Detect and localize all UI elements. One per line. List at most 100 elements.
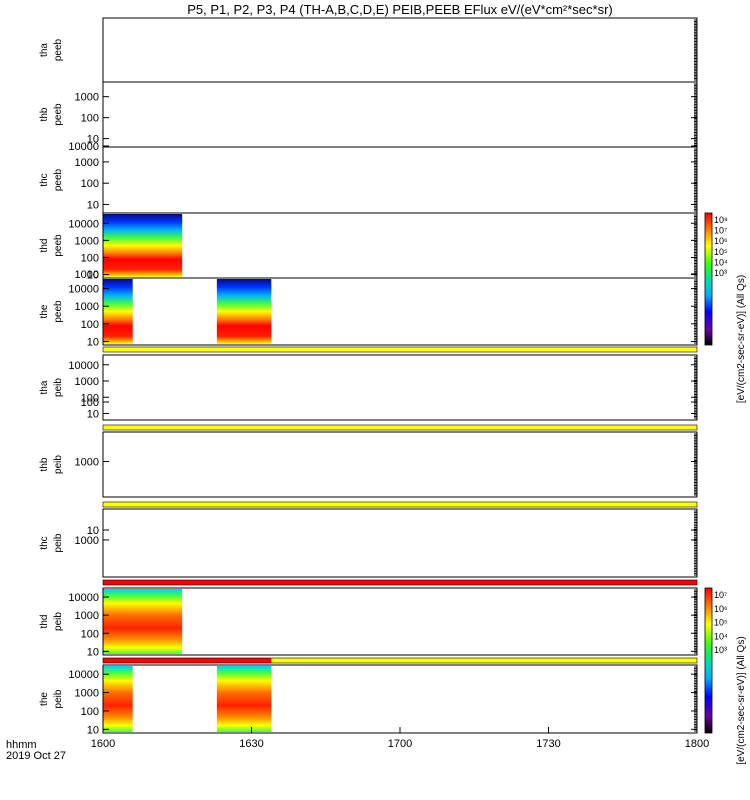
spectrogram-block-the-peeb-0 — [103, 279, 133, 344]
panel-probe-label: tha — [39, 43, 50, 57]
colorbar-tick-label: 10³ — [714, 268, 727, 278]
panel-species-label: peib — [53, 533, 64, 552]
panel-frame — [102, 17, 698, 83]
panel-species-label: peib — [53, 689, 64, 708]
panel-thc-peeb: 1000 100 10 thc peeb — [39, 146, 698, 214]
y-tick-label: 1000 — [75, 457, 99, 469]
y-tick-label: 1000 — [75, 235, 99, 247]
y-tick-label: 10 — [87, 409, 99, 421]
y-tick-label: 10 — [87, 336, 99, 348]
panel-species-label: peib — [53, 378, 64, 397]
quality-band-frame — [102, 657, 698, 664]
y-tick-label: 100 — [81, 628, 99, 640]
panel-the-peib: 10000 1000 100 10 the peib — [39, 664, 698, 736]
panel-frame — [102, 587, 698, 656]
y-tick-label: 1000 — [75, 269, 99, 281]
quality-band — [103, 580, 697, 585]
y-tick-label: 10 — [87, 199, 99, 211]
panel-probe-label: thb — [39, 457, 50, 471]
panel-thd-peeb: 10000 1000 100 10 thd peeb — [39, 212, 698, 282]
y-tick-label: 100 — [81, 252, 99, 264]
colorbar-tick-label: 10⁶ — [714, 604, 728, 614]
panel-species-label: peeb — [53, 168, 64, 191]
colorbar-tick-label: 10⁴ — [714, 257, 728, 267]
y-tick-label: 10000 — [68, 669, 99, 681]
panel-species-label: peeb — [53, 234, 64, 257]
y-tick-label: 10000 — [68, 218, 99, 230]
y-tick-label: 10000 — [68, 141, 99, 153]
y-tick-label: 10 — [87, 270, 99, 282]
y-tick-label: 100 — [81, 397, 99, 409]
y-tick-label: 1000 — [75, 688, 99, 700]
panel-probe-label: thc — [39, 173, 50, 186]
colorbar-1: 10⁷ 10⁶ 10⁵ 10⁴ 10³ [eV/(cm2-sec-sr-eV)] (All… — [704, 587, 747, 765]
y-tick-label: 10000 — [68, 592, 99, 604]
y-tick-label: 1000 — [75, 157, 99, 169]
x-tick-label: 1600 — [91, 738, 115, 750]
quality-band-red — [103, 658, 272, 663]
panel-frame — [102, 664, 698, 734]
quality-band-frame — [102, 424, 698, 431]
panel-frame — [102, 146, 698, 214]
y-tick-label: 1000 — [75, 301, 99, 313]
spectrogram-block-the-peib-1 — [216, 666, 272, 732]
y-tick-label: 1000 — [75, 535, 99, 547]
colorbar-tick-label: 10⁴ — [714, 631, 728, 641]
panel-thc-peib: 1000 thc peib — [39, 508, 698, 586]
colorbar-tick-label: 10⁸ — [714, 215, 728, 225]
spectrogram-block-thd-peib-0 — [103, 589, 183, 654]
panel-frame — [102, 277, 698, 346]
y-tick-label: 1000 — [75, 376, 99, 388]
panel-probe-label: the — [39, 304, 50, 318]
panel-frame — [102, 508, 698, 578]
y-tick-label: 10 — [87, 724, 99, 736]
x-tick-label: 1800 — [685, 738, 709, 750]
y-tick-label: 1000 — [75, 92, 99, 104]
panel-probe-label: thd — [39, 615, 50, 629]
panel-frame — [102, 431, 698, 498]
quality-band — [103, 425, 697, 430]
colorbar-label: [eV/(cm2-sec-sr-eV)] (All Qs) — [736, 636, 747, 764]
quality-band-frame — [102, 579, 698, 586]
colorbar-tick-label: 10⁵ — [714, 247, 728, 257]
y-tick-label: 1000 — [75, 610, 99, 622]
panel-species-label: peeb — [53, 300, 64, 323]
time-axis: 1600 1630 1700 1730 1800 — [91, 727, 709, 750]
spectrogram-block-the-peib-0 — [103, 666, 133, 732]
panel-species-label: peeb — [53, 103, 64, 126]
quality-band — [103, 347, 697, 352]
time-axis-label-hhmm: hhmm — [6, 739, 37, 751]
colorbar-tick-label: 10⁵ — [714, 618, 728, 628]
x-tick-label: 1700 — [388, 738, 412, 750]
y-tick-label: 10 — [87, 525, 99, 537]
panel-species-label: peib — [53, 455, 64, 474]
panel-frame — [102, 212, 698, 279]
y-tick-label: 10000 — [68, 360, 99, 372]
panel-thb-peeb: 1000 100 10 thb peeb — [39, 81, 698, 148]
colorbar-tick-label: 10³ — [714, 645, 727, 655]
panel-frame — [102, 354, 698, 421]
x-tick-label: 1630 — [239, 738, 263, 750]
panel-species-label: peeb — [53, 38, 64, 61]
y-tick-label: 10 — [87, 646, 99, 658]
y-tick-label: 100 — [81, 113, 99, 125]
y-tick-label: 100 — [81, 178, 99, 190]
panel-probe-label: the — [39, 692, 50, 706]
x-tick-label: 1730 — [536, 738, 560, 750]
panel-probe-label: thc — [39, 536, 50, 549]
spectrogram-block-thd-peeb-0 — [103, 214, 183, 277]
panel-frame — [102, 81, 698, 148]
panel-thd-peib: 10000 1000 100 10 thd peib — [39, 587, 698, 664]
colorbar-tick-label: 10⁷ — [714, 590, 727, 600]
colorbar-tick-label: 10⁶ — [714, 236, 728, 246]
colorbar-scale — [704, 587, 713, 734]
panel-probe-label: thb — [39, 107, 50, 121]
panel-probe-label: tha — [39, 380, 50, 394]
panel-the-peeb: 10000 1000 100 10 the peeb — [39, 277, 698, 353]
y-tick-label: 100 — [81, 392, 99, 404]
quality-band-frame — [102, 501, 698, 508]
panel-probe-label: thd — [39, 239, 50, 253]
